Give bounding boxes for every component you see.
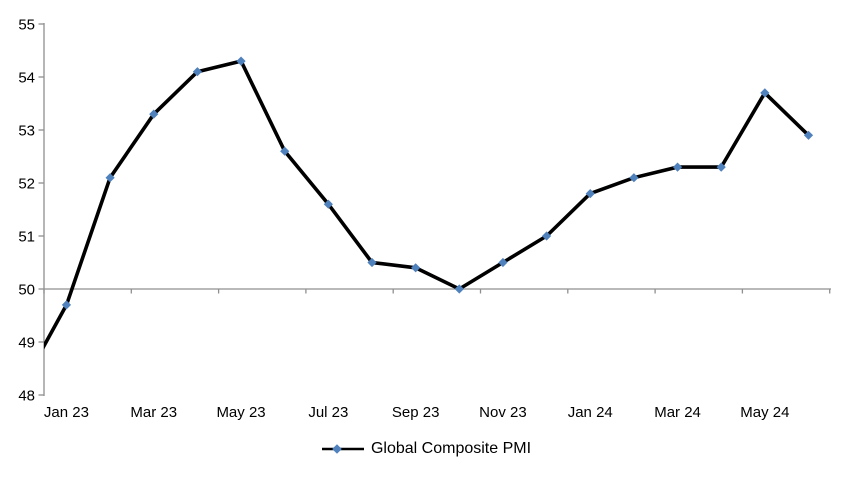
y-axis-tick-label: 50 bbox=[18, 281, 35, 298]
legend-series-label: Global Composite PMI bbox=[370, 440, 532, 457]
x-axis-tick-label: Jan 24 bbox=[568, 404, 613, 421]
pmi-series-line bbox=[44, 59, 810, 350]
y-axis-tick-label: 53 bbox=[18, 122, 35, 139]
pmi-data-point-marker bbox=[542, 231, 552, 241]
pmi-data-point-marker bbox=[498, 257, 508, 268]
pmi-data-point-marker bbox=[803, 130, 814, 140]
legend: Global Composite PMI bbox=[0, 440, 852, 458]
pmi-data-point-marker bbox=[192, 67, 202, 77]
y-axis-tick-label: 51 bbox=[18, 228, 35, 245]
x-axis-tick-label: Mar 24 bbox=[654, 404, 701, 421]
series-group bbox=[44, 56, 814, 350]
pmi-data-point-marker bbox=[149, 109, 159, 119]
x-axis-tick-label: Jul 23 bbox=[308, 404, 348, 421]
pmi-data-point-marker bbox=[760, 88, 770, 98]
y-axis-tick-label: 54 bbox=[18, 69, 35, 86]
y-axis-tick-label: 52 bbox=[18, 175, 35, 192]
pmi-line-chart-canvas: 48 49 50 51 52 53 54 55 Jan 23 Mar 23 May 23 Jul 23… bbox=[18, 16, 831, 421]
pmi-data-point-marker bbox=[236, 56, 246, 66]
pmi-data-point-marker bbox=[323, 199, 333, 209]
x-axis-tick-label: May 23 bbox=[216, 404, 265, 421]
pmi-data-point-marker bbox=[61, 300, 72, 310]
legend-diamond-marker-icon bbox=[332, 444, 342, 454]
x-axis-tick-label: Mar 23 bbox=[130, 404, 177, 421]
pmi-data-point-marker bbox=[367, 257, 377, 268]
legend-key-sample bbox=[321, 444, 364, 454]
pmi-data-point-marker bbox=[629, 173, 639, 183]
y-axis-tick-label: 55 bbox=[18, 16, 35, 33]
x-axis-tick-label: Jan 23 bbox=[44, 404, 89, 421]
x-axis-tick-label: Nov 23 bbox=[479, 404, 527, 421]
pmi-data-point-marker bbox=[280, 146, 290, 156]
y-axis-tick-label: 49 bbox=[18, 334, 35, 351]
pmi-data-point-marker bbox=[454, 284, 464, 294]
pmi-data-point-marker bbox=[672, 162, 683, 172]
x-axis-tick-label: May 24 bbox=[740, 404, 789, 421]
y-axis-tick-label: 48 bbox=[18, 387, 35, 404]
pmi-data-point-marker bbox=[105, 173, 115, 183]
pmi-data-point-marker bbox=[716, 162, 726, 172]
pmi-data-point-marker bbox=[411, 263, 421, 273]
pmi-data-point-marker bbox=[585, 189, 595, 199]
x-axis-tick-label: Sep 23 bbox=[392, 404, 440, 421]
